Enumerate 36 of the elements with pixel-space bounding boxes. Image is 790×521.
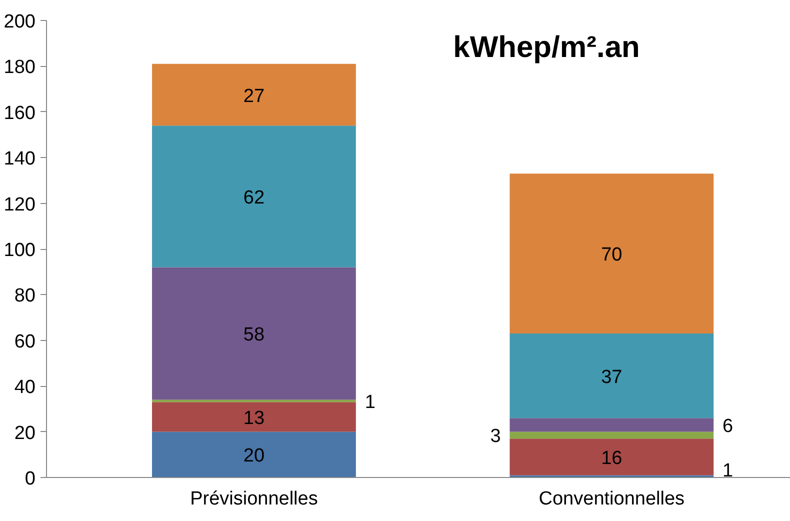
y-tick-label: 20 xyxy=(14,422,36,444)
y-tick-label: 160 xyxy=(4,102,36,124)
data-label: 70 xyxy=(601,244,622,266)
bar xyxy=(510,418,714,432)
data-label: 62 xyxy=(243,187,265,208)
data-label: 1 xyxy=(364,392,376,413)
data-label: 20 xyxy=(243,446,265,467)
bar xyxy=(152,432,356,478)
bar xyxy=(510,432,714,439)
x-tick-label: Prévisionnelles xyxy=(190,488,318,510)
y-tick-label: 40 xyxy=(14,377,36,398)
data-label: 3 xyxy=(490,426,501,448)
y-tick-label: 200 xyxy=(4,12,36,32)
bar xyxy=(510,334,714,418)
y-tick-label: 80 xyxy=(14,286,36,307)
data-label: 6 xyxy=(722,416,734,437)
data-label: 27 xyxy=(243,86,265,107)
y-tick-label: 120 xyxy=(4,194,36,216)
bar xyxy=(152,64,356,126)
data-label: 58 xyxy=(243,324,265,346)
chart-title: kWhep/m².an xyxy=(453,31,640,64)
data-label: 37 xyxy=(601,366,622,388)
bar xyxy=(510,438,714,476)
y-tick-label: 180 xyxy=(4,57,36,78)
bar xyxy=(152,267,356,400)
x-tick-label: Conventionnelles xyxy=(538,488,685,510)
y-tick-label: 100 xyxy=(4,240,36,261)
y-tick-label: 0 xyxy=(24,468,36,490)
y-tick-label: 60 xyxy=(14,331,36,352)
bar xyxy=(152,126,356,268)
data-label: 16 xyxy=(601,448,622,469)
data-label: 1 xyxy=(722,460,734,482)
y-tick-label: 140 xyxy=(4,148,36,170)
data-label: 13 xyxy=(243,408,265,429)
bar xyxy=(510,174,714,334)
bar xyxy=(152,402,356,432)
